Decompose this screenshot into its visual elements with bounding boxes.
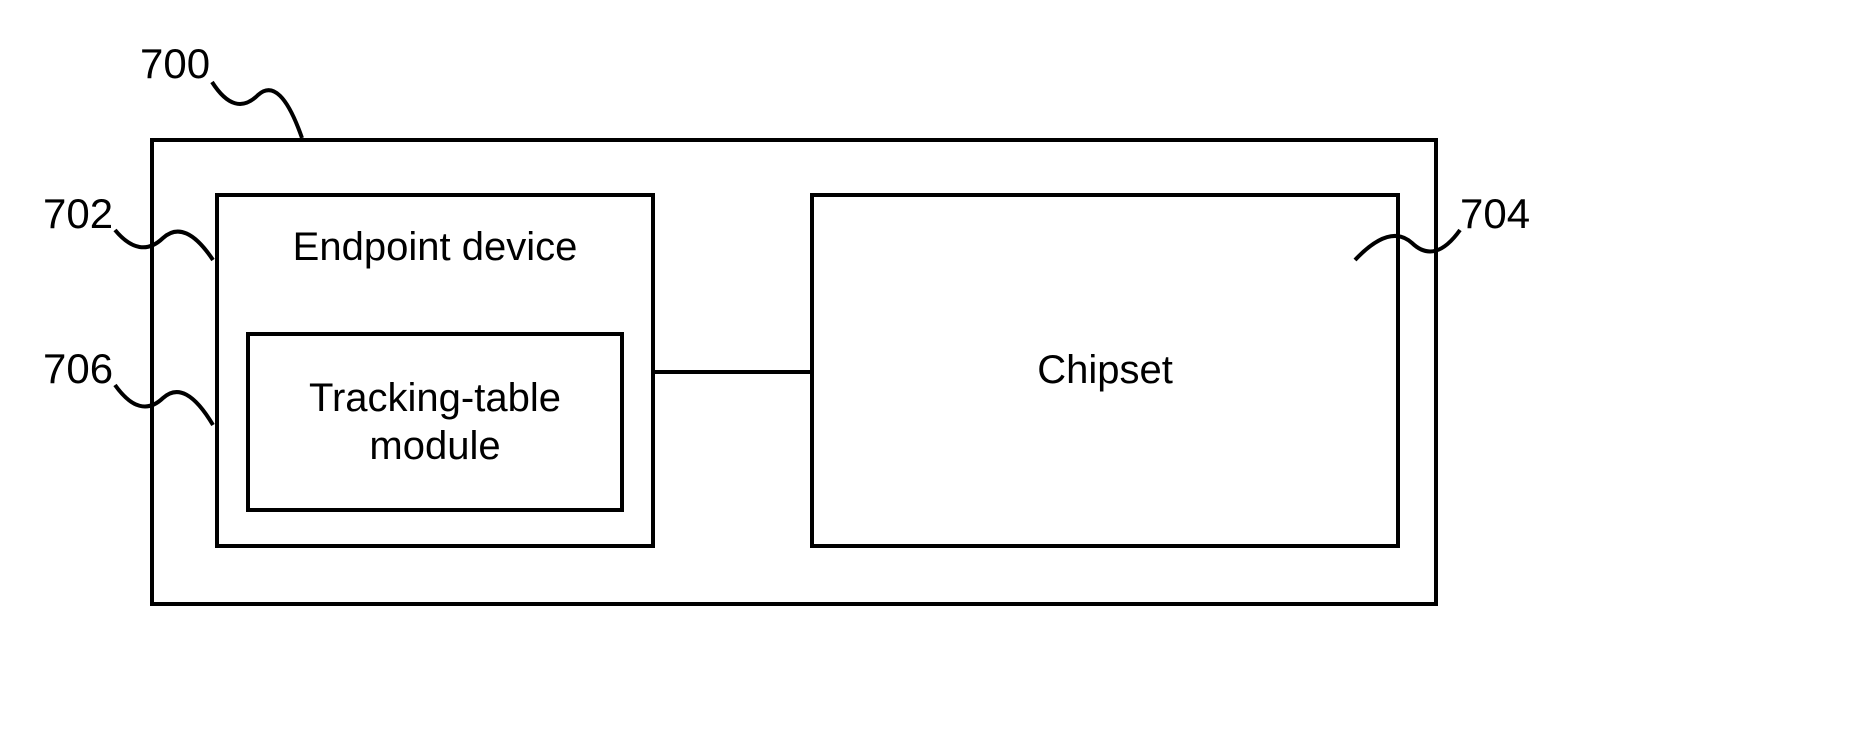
callout-704 bbox=[0, 0, 1863, 734]
